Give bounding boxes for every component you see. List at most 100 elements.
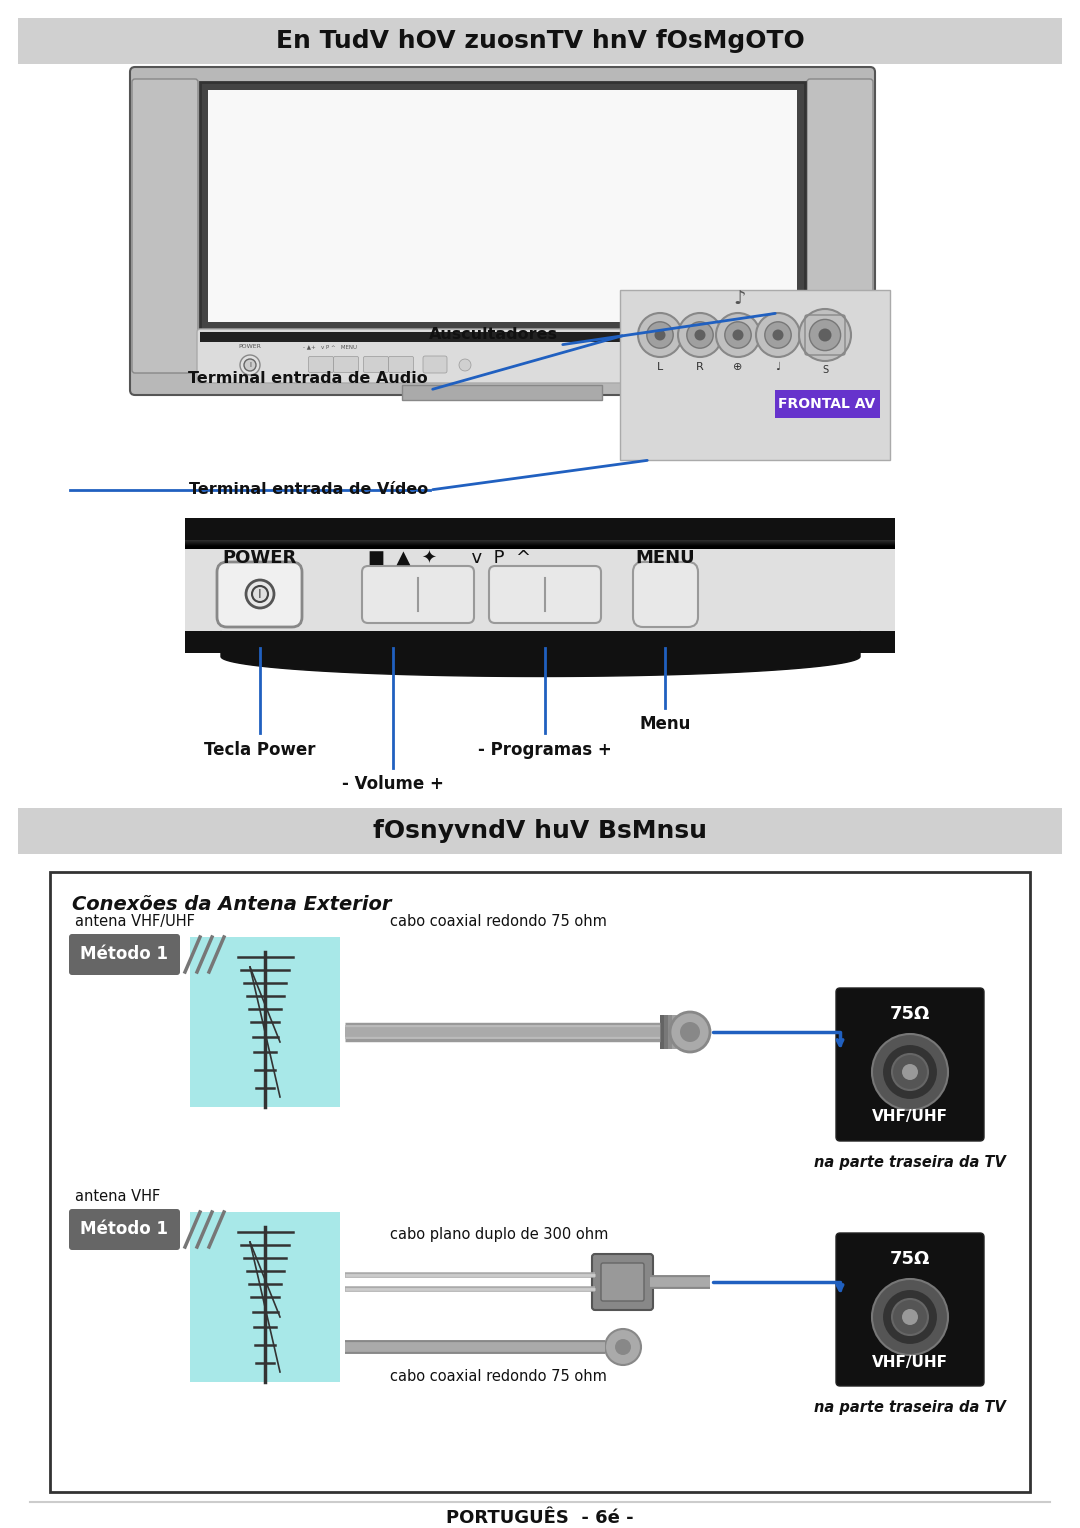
FancyBboxPatch shape: [185, 631, 895, 652]
Circle shape: [725, 322, 752, 348]
Text: cabo coaxial redondo 75 ohm: cabo coaxial redondo 75 ohm: [390, 914, 607, 929]
Text: Método 1: Método 1: [80, 944, 168, 963]
Circle shape: [872, 1279, 948, 1355]
Circle shape: [605, 1329, 642, 1365]
Text: Menu: Menu: [639, 715, 691, 733]
FancyBboxPatch shape: [197, 329, 808, 384]
FancyBboxPatch shape: [309, 356, 334, 373]
Text: VHF/UHF: VHF/UHF: [872, 1109, 948, 1125]
FancyBboxPatch shape: [334, 356, 359, 373]
Circle shape: [246, 581, 274, 608]
FancyBboxPatch shape: [200, 332, 805, 342]
FancyBboxPatch shape: [389, 356, 414, 373]
Text: cabo plano duplo de 300 ohm: cabo plano duplo de 300 ohm: [390, 1227, 608, 1242]
FancyBboxPatch shape: [676, 1015, 681, 1050]
Circle shape: [615, 1339, 631, 1355]
Text: R: R: [697, 362, 704, 371]
FancyBboxPatch shape: [69, 934, 180, 975]
FancyBboxPatch shape: [402, 385, 602, 400]
Circle shape: [670, 1012, 710, 1051]
FancyBboxPatch shape: [600, 1264, 644, 1300]
FancyBboxPatch shape: [69, 1209, 180, 1250]
Text: L: L: [657, 362, 663, 371]
Circle shape: [809, 319, 840, 350]
Circle shape: [756, 313, 800, 358]
FancyBboxPatch shape: [669, 1015, 673, 1050]
FancyBboxPatch shape: [362, 565, 474, 623]
FancyBboxPatch shape: [18, 18, 1062, 64]
Text: na parte traseira da TV: na parte traseira da TV: [814, 1155, 1005, 1170]
FancyBboxPatch shape: [190, 1212, 340, 1381]
FancyBboxPatch shape: [208, 90, 797, 322]
Circle shape: [638, 313, 681, 358]
FancyBboxPatch shape: [364, 356, 389, 373]
Text: Terminal entrada de Vídeo: Terminal entrada de Vídeo: [189, 483, 428, 498]
Text: antena VHF: antena VHF: [75, 1189, 160, 1204]
Circle shape: [654, 330, 665, 341]
Text: Auscultadores: Auscultadores: [429, 327, 558, 342]
Text: ♪: ♪: [733, 289, 746, 307]
Circle shape: [872, 1034, 948, 1109]
Circle shape: [680, 1022, 700, 1042]
Circle shape: [902, 1063, 918, 1080]
Circle shape: [902, 1309, 918, 1325]
FancyBboxPatch shape: [680, 1015, 685, 1050]
Circle shape: [252, 587, 268, 602]
FancyBboxPatch shape: [633, 562, 698, 626]
Circle shape: [459, 359, 471, 371]
Circle shape: [892, 1054, 928, 1089]
Text: FRONTAL AV: FRONTAL AV: [779, 397, 876, 411]
FancyBboxPatch shape: [664, 1015, 669, 1050]
FancyBboxPatch shape: [775, 390, 880, 419]
Circle shape: [882, 1044, 939, 1100]
Text: Ⅰ: Ⅰ: [258, 587, 261, 601]
FancyBboxPatch shape: [130, 67, 875, 396]
Text: 75Ω: 75Ω: [890, 1005, 930, 1024]
Text: POWER: POWER: [222, 549, 297, 567]
Text: Terminal entrada de Audio: Terminal entrada de Audio: [188, 371, 428, 387]
Circle shape: [892, 1299, 928, 1335]
Circle shape: [240, 354, 260, 374]
FancyBboxPatch shape: [672, 1015, 677, 1050]
Circle shape: [799, 309, 851, 361]
Text: Ⅰ: Ⅰ: [249, 362, 251, 368]
Text: fOsnyvndV huV BsMnsu: fOsnyvndV huV BsMnsu: [373, 819, 707, 843]
Text: ■  ▲  ✦      v  P  ^: ■ ▲ ✦ v P ^: [368, 549, 531, 567]
Text: Método 1: Método 1: [80, 1219, 168, 1238]
Circle shape: [678, 313, 723, 358]
Text: antena VHF/UHF: antena VHF/UHF: [75, 914, 194, 929]
Text: Tecla Power: Tecla Power: [204, 741, 315, 759]
Text: MENU: MENU: [635, 549, 694, 567]
Text: VHF/UHF: VHF/UHF: [872, 1354, 948, 1369]
Text: PORTUGUÊS  - 6é -: PORTUGUÊS - 6é -: [446, 1510, 634, 1526]
FancyBboxPatch shape: [217, 562, 302, 626]
Text: ⊕: ⊕: [733, 362, 743, 371]
Text: 75Ω: 75Ω: [890, 1250, 930, 1268]
Text: Conexões da Antena Exterior: Conexões da Antena Exterior: [72, 894, 391, 914]
Text: na parte traseira da TV: na parte traseira da TV: [814, 1400, 1005, 1415]
Circle shape: [647, 322, 673, 348]
FancyBboxPatch shape: [423, 356, 447, 373]
Circle shape: [716, 313, 760, 358]
Circle shape: [882, 1290, 939, 1345]
Text: - ▲+   v P ^   MENU: - ▲+ v P ^ MENU: [303, 344, 357, 348]
Circle shape: [687, 322, 713, 348]
FancyBboxPatch shape: [660, 1015, 665, 1050]
Circle shape: [244, 359, 256, 371]
Text: - Volume +: - Volume +: [342, 775, 444, 793]
Circle shape: [772, 330, 783, 341]
Text: ♩: ♩: [775, 362, 781, 371]
FancyBboxPatch shape: [620, 290, 890, 460]
FancyBboxPatch shape: [185, 518, 895, 652]
FancyBboxPatch shape: [489, 565, 600, 623]
FancyBboxPatch shape: [190, 937, 340, 1106]
FancyBboxPatch shape: [185, 518, 895, 539]
FancyBboxPatch shape: [132, 79, 198, 373]
Text: cabo coaxial redondo 75 ohm: cabo coaxial redondo 75 ohm: [390, 1369, 607, 1384]
Text: En TudV hOV zuosnTV hnV fOsMgOTO: En TudV hOV zuosnTV hnV fOsMgOTO: [275, 29, 805, 53]
FancyBboxPatch shape: [807, 79, 873, 373]
Circle shape: [765, 322, 792, 348]
Circle shape: [819, 329, 832, 341]
FancyBboxPatch shape: [836, 989, 984, 1141]
FancyBboxPatch shape: [592, 1254, 653, 1309]
